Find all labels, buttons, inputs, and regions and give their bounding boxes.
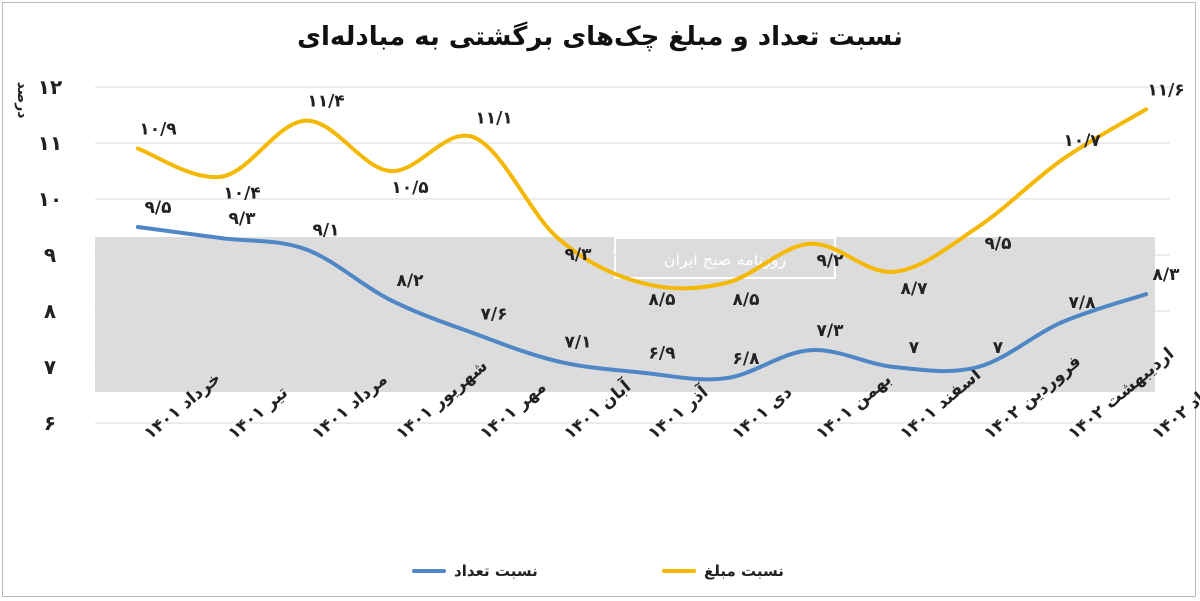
data-label: ۸/۲ — [397, 271, 425, 291]
data-point — [724, 376, 728, 381]
watermark-band — [95, 237, 1155, 392]
data-point — [892, 365, 896, 369]
y-axis-label: درصد — [14, 82, 30, 119]
data-label: ۱۰/۹ — [139, 120, 177, 140]
data-point — [220, 174, 224, 179]
y-tick-label: ۹ — [44, 243, 56, 267]
y-tick-label: ۱۱ — [38, 131, 62, 155]
data-point — [640, 281, 644, 285]
data-label: ۹/۱ — [313, 220, 340, 240]
data-label: ۷/۳ — [817, 321, 845, 341]
data-point — [1060, 157, 1064, 162]
data-point — [388, 169, 392, 173]
y-tick-label: ۶ — [44, 411, 56, 435]
legend-swatch-count — [412, 569, 446, 573]
data-point — [1144, 107, 1148, 112]
data-point — [640, 370, 644, 375]
data-point — [724, 281, 728, 285]
data-label: ۶/۹ — [649, 344, 677, 364]
legend-item-amount: نسبت مبلغ — [662, 562, 784, 580]
data-label: ۶/۸ — [733, 349, 761, 369]
data-point — [976, 225, 980, 229]
data-label: ۱۱/۴ — [307, 92, 344, 112]
chart-title: نسبت تعداد و مبلغ چک‌های برگشتی به مبادل… — [297, 22, 903, 52]
data-label: ۷/۸ — [1069, 293, 1097, 313]
data-label: ۷/۶ — [481, 304, 508, 324]
data-label: ۱۱/۶ — [1147, 80, 1184, 100]
y-tick-label: ۸ — [44, 299, 56, 323]
data-point — [808, 241, 812, 246]
data-label: ۸/۷ — [901, 279, 929, 299]
data-label: ۸/۵ — [733, 290, 760, 310]
data-point — [1144, 292, 1148, 297]
data-point — [472, 135, 476, 140]
x-tick-label: خرداد ۱۴۰۲ — [1148, 368, 1200, 443]
data-label: ۹/۵ — [145, 198, 172, 218]
data-label: ۹/۳ — [229, 209, 257, 229]
data-point — [976, 365, 980, 369]
legend-swatch-amount — [662, 569, 696, 573]
data-label: ۱۰/۴ — [223, 184, 260, 204]
y-tick-label: ۷ — [44, 355, 56, 379]
data-label: ۸/۳ — [1153, 265, 1181, 285]
data-point — [556, 236, 560, 241]
data-label: ۱۱/۱ — [475, 108, 512, 128]
data-point — [304, 247, 308, 252]
data-point — [892, 269, 896, 274]
legend-label-count: نسبت تعداد — [454, 562, 538, 580]
data-label: ۱۰/۵ — [391, 178, 428, 198]
legend-label-amount: نسبت مبلغ — [704, 562, 784, 580]
data-point — [472, 331, 476, 336]
data-label: ۱۰/۷ — [1063, 131, 1101, 151]
data-label: ۷ — [909, 338, 920, 358]
data-point — [388, 297, 392, 302]
legend-item-count: نسبت تعداد — [412, 562, 538, 580]
data-label: ۹/۲ — [817, 251, 845, 271]
data-label: ۷/۱ — [565, 332, 592, 352]
y-tick-label: ۱۲ — [38, 75, 62, 99]
data-point — [136, 146, 140, 151]
data-label: ۷ — [993, 338, 1004, 358]
data-label: ۹/۳ — [565, 245, 593, 265]
watermark-tagline-box — [614, 237, 836, 279]
data-point — [220, 236, 224, 241]
data-label: ۹/۵ — [985, 234, 1012, 254]
data-label: ۸/۵ — [649, 290, 676, 310]
data-point — [556, 359, 560, 364]
data-point — [304, 118, 308, 123]
data-point — [136, 225, 140, 229]
data-point — [808, 348, 812, 353]
y-tick-label: ۱۰ — [38, 187, 62, 211]
data-point — [1060, 320, 1064, 325]
